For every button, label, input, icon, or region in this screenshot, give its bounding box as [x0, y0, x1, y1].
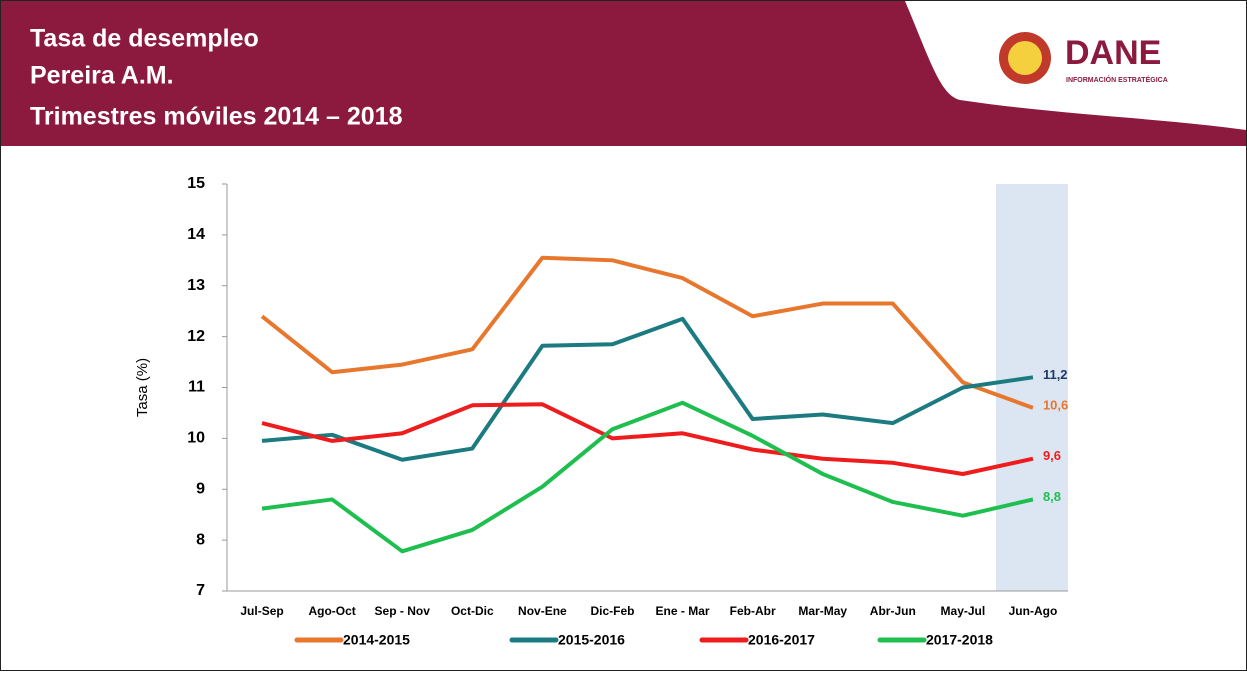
- x-tick-label: Abr-Jun: [870, 604, 916, 618]
- y-tick-label: 12: [187, 328, 205, 345]
- title-line: Trimestres móviles 2014 – 2018: [30, 103, 403, 131]
- legend-label: 2014-2015: [343, 632, 410, 648]
- title-line: Pereira A.M.: [30, 62, 174, 90]
- data-label: 10,6: [1043, 397, 1068, 412]
- series-line: [261, 402, 1034, 476]
- series-line: [261, 400, 1034, 554]
- y-tick-label: 15: [187, 175, 205, 192]
- logo-emblem-inner: [1008, 41, 1042, 75]
- x-tick-label: Nov-Ene: [518, 604, 567, 618]
- y-tick-label: 11: [188, 379, 205, 396]
- logo-area: [905, 1, 1246, 130]
- highlight-band: [995, 184, 1068, 591]
- legend-label: 2017-2018: [926, 632, 993, 648]
- x-tick-label: Ene - Mar: [656, 604, 710, 618]
- y-tick-label: 14: [187, 226, 205, 243]
- y-tick-label: 13: [187, 277, 205, 294]
- x-tick-label: Sep - Nov: [375, 604, 431, 618]
- legend-label: 2016-2017: [748, 632, 815, 648]
- data-label: 8,8: [1043, 489, 1061, 504]
- y-tick-label: 7: [196, 582, 205, 599]
- x-tick-label: Mar-May: [798, 604, 847, 618]
- x-tick-label: Oct-Dic: [451, 604, 494, 618]
- title-block: Tasa de desempleo Pereira A.M. Trimestres …: [30, 25, 403, 131]
- logo-subtitle: INFORMACIÓN ESTRATÉGICA: [1066, 75, 1168, 84]
- y-tick-label: 8: [196, 531, 205, 548]
- data-label: 11,2: [1043, 367, 1068, 382]
- title-line: Tasa de desempleo: [30, 25, 259, 53]
- x-tick-label: Jul-Sep: [240, 604, 283, 618]
- x-tick-label: Jun-Ago: [1009, 604, 1058, 618]
- y-tick-label: 9: [196, 480, 205, 497]
- x-tick-label: Ago-Oct: [308, 604, 355, 618]
- y-axis-label: Tasa (%): [134, 358, 151, 417]
- y-tick-label: 10: [187, 430, 205, 447]
- x-tick-label: May-Jul: [941, 604, 986, 618]
- x-tick-label: Dic-Feb: [590, 604, 634, 618]
- series-line: [261, 316, 1034, 462]
- logo-text: DANE: [1065, 34, 1161, 72]
- series-line: [260, 255, 1034, 410]
- x-tick-label: Feb-Abr: [730, 604, 776, 618]
- data-label: 9,6: [1043, 448, 1061, 463]
- legend-label: 2015-2016: [558, 632, 625, 648]
